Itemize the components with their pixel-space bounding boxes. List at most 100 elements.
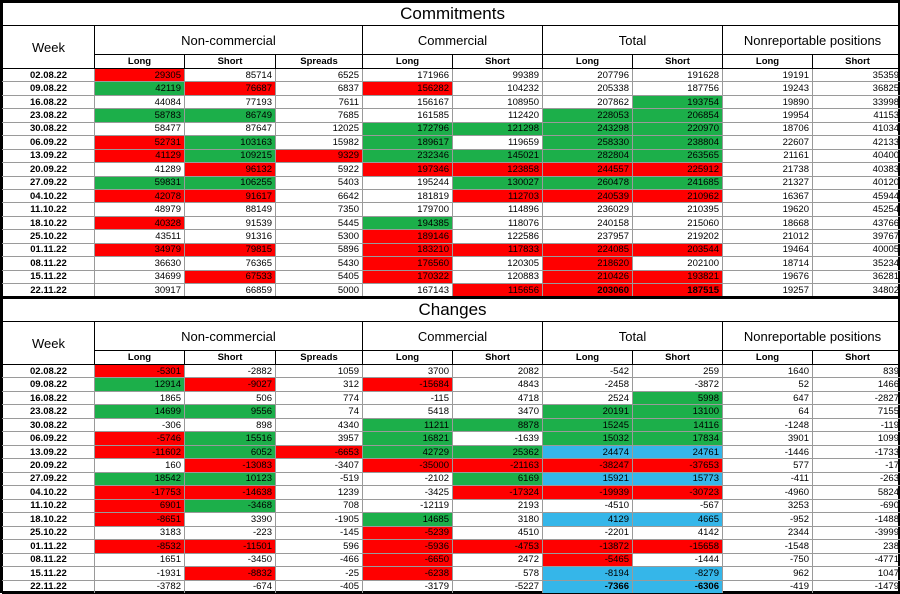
- value-cell: 18714: [723, 257, 813, 270]
- value-cell: 99389: [453, 69, 543, 82]
- value-cell: 42729: [363, 445, 453, 458]
- week-cell: 02.08.22: [3, 365, 95, 378]
- value-cell: 52731: [95, 136, 185, 149]
- value-cell: 2344: [723, 526, 813, 539]
- table-title: Changes: [3, 299, 900, 322]
- value-cell: -542: [543, 365, 633, 378]
- value-cell: 120305: [453, 257, 543, 270]
- value-cell: 21161: [723, 149, 813, 162]
- value-cell: 58783: [95, 109, 185, 122]
- value-cell: -952: [723, 513, 813, 526]
- value-cell: -306: [95, 418, 185, 431]
- week-cell: 25.10.22: [3, 230, 95, 243]
- value-cell: 5430: [276, 257, 363, 270]
- value-cell: 1099: [813, 432, 900, 445]
- value-cell: 228053: [543, 109, 633, 122]
- value-cell: 19191: [723, 69, 813, 82]
- value-cell: -6653: [276, 445, 363, 458]
- value-cell: 596: [276, 540, 363, 553]
- value-cell: 48979: [95, 203, 185, 216]
- value-cell: -4510: [543, 499, 633, 512]
- commitments-table: Commitments Week Non-commercial Commerci…: [2, 2, 900, 298]
- value-cell: 183210: [363, 243, 453, 256]
- value-cell: -19939: [543, 486, 633, 499]
- value-cell: 130027: [453, 176, 543, 189]
- value-cell: -1733: [813, 445, 900, 458]
- value-cell: 16821: [363, 432, 453, 445]
- value-cell: 241685: [633, 176, 723, 189]
- value-cell: 7350: [276, 203, 363, 216]
- value-cell: -9027: [185, 378, 276, 391]
- value-cell: 312: [276, 378, 363, 391]
- value-cell: 5998: [633, 391, 723, 404]
- value-cell: -223: [185, 526, 276, 539]
- value-cell: 76687: [185, 82, 276, 95]
- value-cell: 42133: [813, 136, 900, 149]
- value-cell: 35234: [813, 257, 900, 270]
- value-cell: 11211: [363, 418, 453, 431]
- value-cell: -13872: [543, 540, 633, 553]
- value-cell: -17324: [453, 486, 543, 499]
- value-cell: 9556: [185, 405, 276, 418]
- value-cell: 3253: [723, 499, 813, 512]
- value-cell: 35359: [813, 69, 900, 82]
- week-cell: 23.08.22: [3, 109, 95, 122]
- commitments-sub-header-row: Long Short Spreads Long Short Long Short…: [3, 55, 900, 69]
- value-cell: -38247: [543, 459, 633, 472]
- value-cell: 20191: [543, 405, 633, 418]
- value-cell: 240158: [543, 216, 633, 229]
- value-cell: 506: [185, 391, 276, 404]
- value-cell: 243298: [543, 122, 633, 135]
- value-cell: 578: [453, 567, 543, 580]
- week-cell: 25.10.22: [3, 526, 95, 539]
- changes-sub-header-row: Long Short Spreads Long Short Long Short…: [3, 351, 900, 365]
- value-cell: 14685: [363, 513, 453, 526]
- value-cell: 172796: [363, 122, 453, 135]
- column-header-short: Short: [813, 351, 900, 365]
- value-cell: 19954: [723, 109, 813, 122]
- group-header-commercial: Commercial: [363, 26, 543, 55]
- column-header-short: Short: [185, 351, 276, 365]
- value-cell: 10123: [185, 472, 276, 485]
- value-cell: 109215: [185, 149, 276, 162]
- week-cell: 11.10.22: [3, 499, 95, 512]
- value-cell: 3470: [453, 405, 543, 418]
- value-cell: 2524: [543, 391, 633, 404]
- week-cell: 20.09.22: [3, 163, 95, 176]
- value-cell: 8878: [453, 418, 543, 431]
- value-cell: 114896: [453, 203, 543, 216]
- value-cell: -5301: [95, 365, 185, 378]
- value-cell: 14116: [633, 418, 723, 431]
- value-cell: 29305: [95, 69, 185, 82]
- value-cell: 4129: [543, 513, 633, 526]
- value-cell: 6525: [276, 69, 363, 82]
- week-cell: 16.08.22: [3, 95, 95, 108]
- value-cell: 5000: [276, 284, 363, 298]
- value-cell: 19257: [723, 284, 813, 298]
- group-header-non-commercial: Non-commercial: [95, 26, 363, 55]
- value-cell: 189617: [363, 136, 453, 149]
- value-cell: -1444: [633, 553, 723, 566]
- value-cell: -8279: [633, 567, 723, 580]
- value-cell: 15516: [185, 432, 276, 445]
- value-cell: 258330: [543, 136, 633, 149]
- value-cell: 3901: [723, 432, 813, 445]
- value-cell: -5746: [95, 432, 185, 445]
- value-cell: -11501: [185, 540, 276, 553]
- value-cell: 194385: [363, 216, 453, 229]
- value-cell: 44084: [95, 95, 185, 108]
- value-cell: 36630: [95, 257, 185, 270]
- value-cell: -17753: [95, 486, 185, 499]
- value-cell: -6306: [633, 580, 723, 594]
- week-cell: 08.11.22: [3, 553, 95, 566]
- value-cell: -750: [723, 553, 813, 566]
- value-cell: 5896: [276, 243, 363, 256]
- week-cell: 06.09.22: [3, 136, 95, 149]
- value-cell: 112420: [453, 109, 543, 122]
